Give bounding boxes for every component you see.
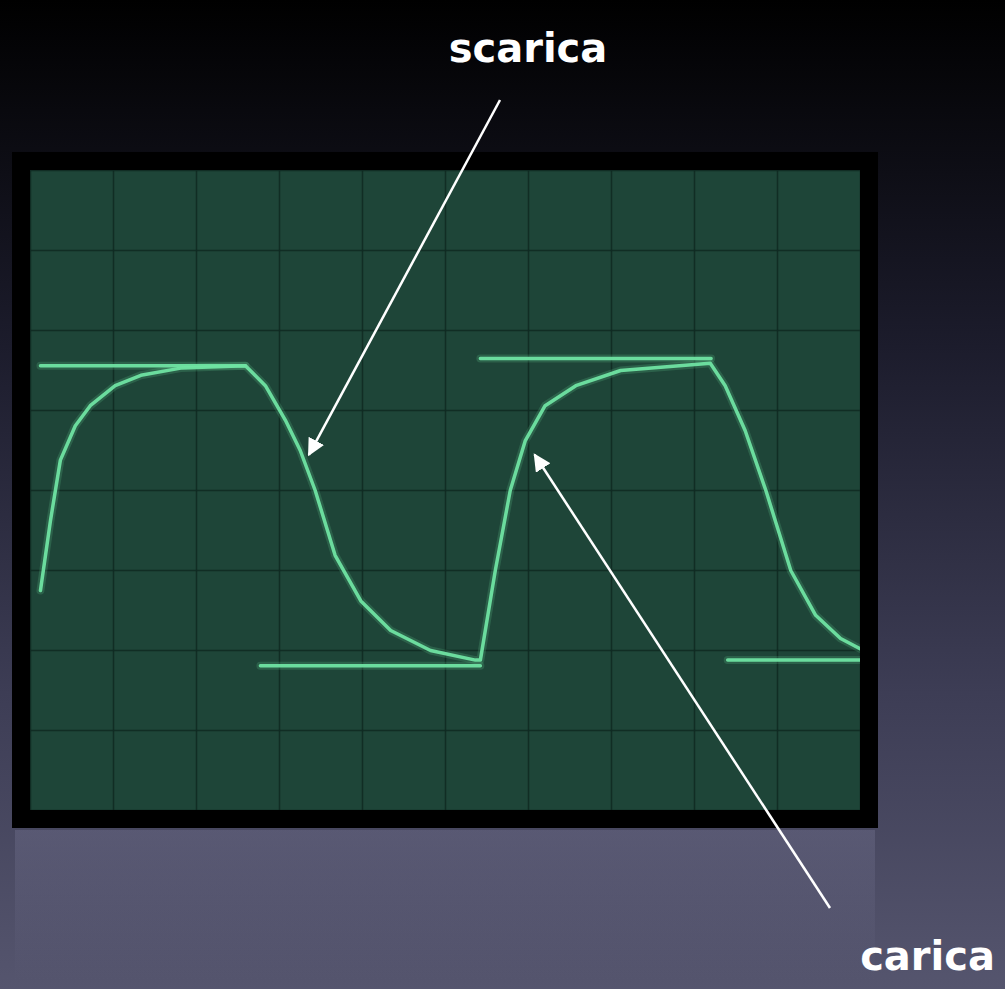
svg-text:scarica: scarica xyxy=(449,25,608,71)
svg-text:carica: carica xyxy=(860,933,995,979)
